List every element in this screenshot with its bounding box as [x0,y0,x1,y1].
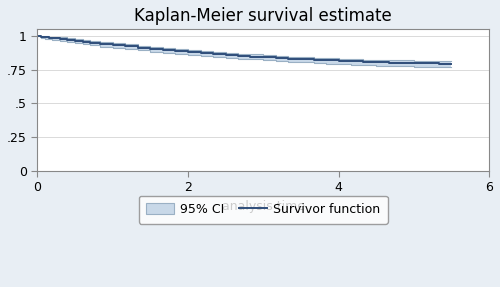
Legend: 95% CI, Survivor function: 95% CI, Survivor function [139,196,388,224]
X-axis label: analysis time: analysis time [222,199,304,212]
Title: Kaplan-Meier survival estimate: Kaplan-Meier survival estimate [134,7,392,25]
